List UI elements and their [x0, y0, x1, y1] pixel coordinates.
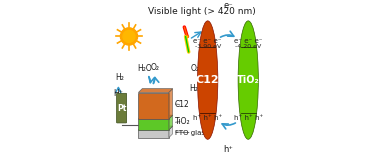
Text: H⁺: H⁺	[113, 89, 123, 98]
Text: C12: C12	[175, 100, 190, 109]
Polygon shape	[138, 126, 173, 130]
Text: H₂: H₂	[116, 73, 125, 82]
Text: H₂O: H₂O	[189, 84, 204, 93]
FancyBboxPatch shape	[116, 93, 127, 123]
Polygon shape	[169, 89, 173, 119]
Polygon shape	[138, 115, 173, 119]
Text: Pt: Pt	[117, 104, 126, 113]
Bar	[138, 119, 169, 130]
Text: h⁺ h⁺ h⁺: h⁺ h⁺ h⁺	[234, 115, 263, 121]
Text: h⁺ h⁺ h⁺: h⁺ h⁺ h⁺	[193, 115, 222, 121]
Polygon shape	[169, 126, 173, 138]
Text: e⁻ e⁻ e⁻: e⁻ e⁻ e⁻	[194, 38, 222, 44]
Text: O₂: O₂	[191, 64, 200, 73]
Text: TiO₂: TiO₂	[175, 117, 191, 126]
Ellipse shape	[238, 21, 258, 139]
Polygon shape	[138, 89, 173, 93]
Text: C12: C12	[196, 75, 220, 85]
Circle shape	[123, 30, 135, 43]
Text: H₂O: H₂O	[137, 64, 152, 73]
Text: TiO₂: TiO₂	[237, 75, 260, 85]
Text: h⁺: h⁺	[223, 145, 233, 154]
Circle shape	[121, 28, 138, 45]
Text: Visible light (> 420 nm): Visible light (> 420 nm)	[147, 7, 256, 16]
Bar	[138, 93, 169, 119]
Text: FTO glass: FTO glass	[175, 130, 209, 136]
Polygon shape	[169, 115, 173, 130]
Bar	[138, 130, 169, 138]
Text: O₂: O₂	[151, 63, 160, 72]
Text: -3.90 eV: -3.90 eV	[195, 44, 221, 49]
Text: e⁻ e⁻ e⁻: e⁻ e⁻ e⁻	[234, 38, 262, 44]
Text: -4.20 eV: -4.20 eV	[235, 44, 261, 49]
Ellipse shape	[198, 21, 218, 139]
Text: e⁻: e⁻	[223, 1, 233, 10]
